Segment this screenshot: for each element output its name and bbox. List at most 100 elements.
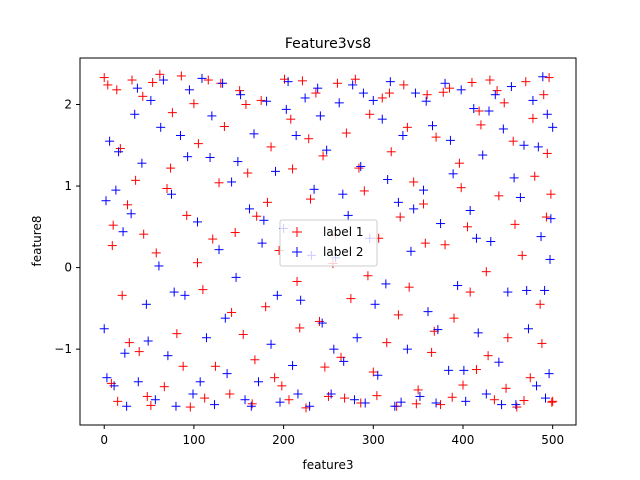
- data-point-series-2: [519, 140, 529, 150]
- data-point-series-1: [485, 75, 495, 85]
- data-point-series-2: [146, 95, 156, 105]
- data-point-series-1: [107, 241, 117, 251]
- data-point-series-2: [283, 77, 293, 87]
- data-point-series-2: [542, 109, 552, 119]
- x-tick-label: 400: [452, 433, 475, 447]
- data-point-series-2: [419, 185, 429, 195]
- data-point-series-2: [271, 166, 281, 176]
- data-point-series-1: [492, 86, 502, 96]
- data-point-series-1: [399, 80, 409, 90]
- data-point-series-1: [544, 73, 554, 83]
- data-point-series-2: [377, 114, 387, 124]
- data-point-series-1: [99, 73, 109, 83]
- data-point-series-1: [261, 302, 271, 312]
- y-axis-label: feature8: [30, 216, 44, 267]
- data-point-series-1: [494, 191, 504, 201]
- data-point-series-1: [501, 383, 511, 393]
- data-point-series-1: [436, 400, 446, 410]
- data-point-series-2: [356, 161, 366, 171]
- data-point-series-2: [309, 184, 319, 194]
- data-point-series-1: [447, 392, 457, 402]
- data-point-series-1: [474, 106, 484, 116]
- data-point-series-2: [133, 377, 143, 387]
- data-point-series-2: [456, 85, 466, 95]
- data-point-series-1: [384, 88, 394, 98]
- data-point-series-1: [210, 361, 220, 371]
- data-point-series-2: [300, 93, 310, 103]
- data-point-series-2: [536, 232, 546, 242]
- data-point-series-2: [275, 397, 285, 407]
- data-point-series-1: [467, 77, 477, 87]
- data-point-series-1: [304, 134, 314, 144]
- x-tick-label: 300: [362, 433, 385, 447]
- data-point-series-1: [445, 83, 455, 93]
- data-point-series-1: [377, 93, 387, 103]
- data-point-series-1: [413, 385, 423, 395]
- data-point-series-1: [528, 113, 538, 123]
- data-point-series-2: [169, 287, 179, 297]
- data-point-series-2: [431, 398, 441, 408]
- data-point-series-1: [431, 132, 441, 142]
- data-point-series-1: [176, 71, 186, 81]
- data-point-series-1: [284, 395, 294, 405]
- data-point-series-1: [318, 151, 328, 161]
- data-point-series-2: [180, 290, 190, 300]
- data-point-series-1: [131, 175, 141, 185]
- data-point-series-2: [358, 88, 368, 98]
- data-point-series-2: [390, 401, 400, 411]
- data-point-series-2: [236, 90, 246, 100]
- data-point-series-1: [193, 139, 203, 149]
- data-point-series-1: [139, 229, 149, 239]
- data-point-series-1: [359, 186, 369, 196]
- data-point-series-2: [370, 299, 380, 309]
- data-point-series-1: [542, 148, 552, 158]
- data-point-series-2: [497, 400, 507, 410]
- data-point-series-2: [478, 150, 488, 160]
- data-point-series-1: [481, 267, 491, 277]
- data-point-series-1: [519, 396, 529, 406]
- x-tick-label: 500: [541, 433, 564, 447]
- data-point-series-1: [214, 178, 224, 188]
- data-point-series-2: [188, 389, 198, 399]
- data-point-series-1: [178, 361, 188, 371]
- data-point-series-2: [368, 95, 378, 105]
- data-point-series-1: [340, 393, 350, 403]
- x-tick-label: 200: [272, 433, 295, 447]
- x-tick-label: 100: [182, 433, 205, 447]
- data-point-series-2: [352, 333, 362, 343]
- data-point-series-2: [166, 189, 176, 199]
- data-point-series-2: [490, 90, 500, 100]
- data-point-series-2: [381, 279, 391, 289]
- data-point-series-1: [419, 199, 429, 209]
- data-point-series-1: [489, 395, 499, 405]
- data-point-series-2: [506, 82, 516, 92]
- data-point-series-1: [113, 396, 123, 406]
- data-point-series-1: [227, 307, 237, 317]
- data-point-series-1: [155, 69, 165, 79]
- data-point-series-2: [461, 396, 471, 406]
- data-point-series-2: [427, 121, 437, 131]
- data-point-series-2: [523, 324, 533, 334]
- data-point-series-1: [427, 347, 437, 357]
- data-point-series-1: [247, 399, 257, 409]
- data-point-series-2: [99, 324, 109, 334]
- data-point-series-2: [532, 381, 542, 391]
- data-point-series-1: [192, 258, 202, 268]
- legend-marker-label-2: [292, 247, 302, 257]
- data-point-series-2: [453, 281, 463, 291]
- data-point-series-1: [108, 220, 118, 230]
- data-point-series-2: [220, 313, 230, 323]
- data-point-series-1: [395, 212, 405, 222]
- legend-label-1: label 1: [323, 225, 363, 239]
- data-point-series-1: [142, 391, 152, 401]
- data-point-series-2: [546, 214, 556, 224]
- data-point-series-1: [238, 329, 248, 339]
- data-point-series-2: [195, 377, 205, 387]
- data-point-series-2: [548, 122, 558, 132]
- data-point-series-1: [266, 142, 276, 152]
- data-point-series-1: [411, 399, 421, 409]
- data-point-series-2: [415, 391, 425, 401]
- data-point-series-2: [396, 397, 406, 407]
- data-point-series-1: [225, 389, 235, 399]
- data-point-series-2: [218, 78, 228, 88]
